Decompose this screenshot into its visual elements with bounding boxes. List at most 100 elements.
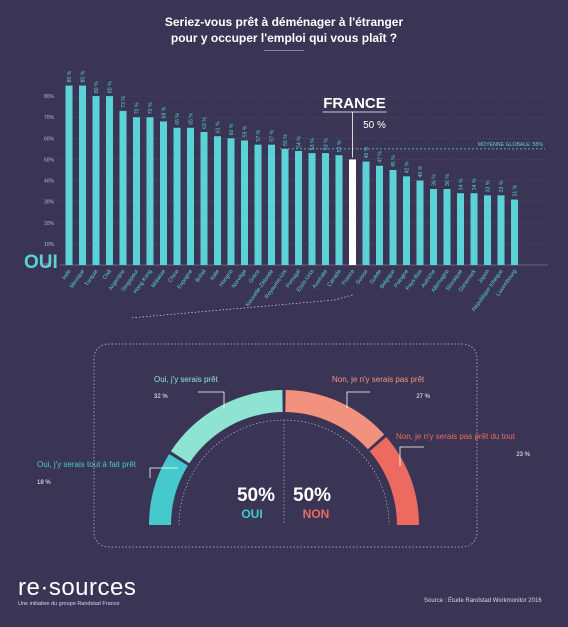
- chart-title: Seriez-vous prêt à déménager à l'étrange…: [0, 14, 568, 46]
- bar-pologne: [403, 176, 410, 265]
- bar-turquie: [92, 96, 100, 265]
- bar-etats-unis: [308, 153, 316, 265]
- bar-value-label: 85 %: [81, 70, 87, 82]
- bar-france: [349, 159, 356, 265]
- x-tick-label: Chili: [102, 269, 113, 281]
- connector-line: [129, 294, 353, 319]
- x-tick-label: Canada: [326, 268, 343, 288]
- segment-value: 23 %: [516, 452, 530, 458]
- brand-logo: re·sources: [18, 574, 137, 601]
- source-note: Source : Étude Randstad Workmonitor 2016: [424, 598, 542, 604]
- x-tick-label: Chine: [167, 269, 180, 284]
- bar-autriche: [430, 189, 437, 265]
- y-tick-label: 80%: [44, 94, 55, 100]
- bar-pays-bas: [416, 180, 424, 265]
- bar-value-label: 53 %: [310, 138, 316, 150]
- bar-canada: [335, 155, 343, 265]
- title-line-1: Seriez-vous prêt à déménager à l'étrange…: [164, 15, 404, 29]
- bar-value-label: 68 %: [162, 106, 168, 118]
- bar-value-label: 40 %: [418, 165, 424, 177]
- bar-value-label: 34 %: [472, 178, 478, 190]
- total-non-label: NON: [303, 507, 330, 521]
- callout-line-2: [198, 391, 225, 408]
- bar-slovaquie: [457, 193, 464, 265]
- bar-br-sil: [200, 132, 208, 265]
- bar-chili: [106, 96, 113, 265]
- brand-tagline: Une initiative du groupe Randstad France: [18, 601, 120, 607]
- bar-suisse: [362, 161, 370, 265]
- y-tick-label: 20%: [44, 221, 55, 227]
- y-tick-label: 30%: [44, 200, 55, 206]
- total-non-value: 50%: [293, 485, 331, 506]
- bar-mexique: [79, 85, 86, 265]
- total-oui-label: OUI: [241, 507, 262, 521]
- bar-value-label: 65 %: [175, 113, 181, 125]
- bar-royaume-uni: [281, 148, 289, 265]
- bar-allemagne: [443, 189, 451, 265]
- segment-label: Oui, j'y serais tout à fait prêt: [37, 460, 137, 469]
- bar-espagne: [187, 127, 194, 266]
- bar-value-label: 57 %: [270, 129, 276, 141]
- y-tick-label: 10%: [44, 242, 55, 248]
- bar-value-label: 49 %: [364, 146, 370, 158]
- bar-su-de: [376, 165, 383, 265]
- segment-value: 32 %: [154, 394, 168, 400]
- bar-value-label: 61 %: [216, 121, 222, 133]
- bar-value-label: 55 %: [283, 134, 289, 146]
- bar-value-label: 53 %: [324, 138, 330, 150]
- segment-value: 27 %: [416, 394, 430, 400]
- bar-value-label: 36 %: [445, 174, 451, 186]
- y-tick-label: 40%: [44, 179, 55, 185]
- bar-r-publique-tch-que: [497, 195, 505, 265]
- callout-line-4: [399, 446, 424, 466]
- bar-danemark: [470, 193, 478, 265]
- bar-value-label: 70 %: [135, 102, 141, 114]
- gauge-segment-4: [369, 436, 419, 525]
- bar-portugal: [295, 151, 302, 265]
- x-tick-label: Suisse: [355, 269, 370, 286]
- bar-nouvelle-z-lande: [268, 144, 275, 265]
- segment-value: 18 %: [37, 480, 51, 486]
- bar-value-label: 73 %: [121, 96, 127, 108]
- x-tick-label: Italie: [209, 269, 221, 282]
- title-divider: [264, 50, 304, 51]
- bar-singapour: [133, 117, 140, 265]
- bar-value-label: 34 %: [459, 178, 465, 190]
- x-tick-label: Turquie: [84, 269, 100, 288]
- bar-value-label: 80 %: [94, 81, 100, 93]
- total-oui-value: 50%: [237, 485, 275, 506]
- bar-value-label: 63 %: [202, 117, 208, 129]
- x-tick-label: Brésil: [195, 269, 208, 284]
- bar-value-label: 65 %: [189, 113, 195, 125]
- gauge-segment-1: [149, 454, 188, 525]
- reference-line-label: MOYENNE GLOBALE: 55%: [478, 142, 544, 148]
- y-tick-label: 60%: [44, 136, 55, 142]
- gauge-segment-3: [285, 390, 385, 450]
- segment-label: Oui, j'y serais prêt: [154, 375, 219, 384]
- x-tick-label: France: [341, 269, 356, 287]
- bar-value-label: 36 %: [432, 174, 438, 186]
- bar-value-label: 42 %: [405, 161, 411, 173]
- bar-value-label: 85 %: [67, 70, 73, 82]
- bar-value-label: 33 %: [499, 180, 505, 192]
- highlight-label: FRANCE: [323, 95, 386, 112]
- highlight-value: 50 %: [363, 120, 386, 131]
- bar-australie: [322, 153, 329, 265]
- bar-hong-kong: [146, 117, 154, 265]
- bar-value-label: 54 %: [297, 136, 303, 148]
- bar-value-label: 60 %: [229, 123, 235, 135]
- callout-line-1: [149, 467, 178, 478]
- bar-malaisie: [160, 121, 167, 265]
- series-label-oui: OUI: [24, 252, 58, 273]
- bar-japon: [484, 195, 491, 265]
- y-tick-label: 50%: [44, 157, 55, 163]
- title-line-2: pour y occuper l'emploi qui vous plaît ?: [170, 31, 398, 45]
- segment-label: Non, je n'y serais pas prêt du tout: [396, 432, 516, 441]
- bar-luxembourg: [511, 199, 518, 265]
- bar-value-label: 52 %: [337, 140, 343, 152]
- bar-value-label: 59 %: [243, 125, 249, 137]
- y-tick-label: 70%: [44, 115, 55, 121]
- bar-chine: [173, 127, 181, 266]
- x-tick-label: Inde: [61, 269, 72, 281]
